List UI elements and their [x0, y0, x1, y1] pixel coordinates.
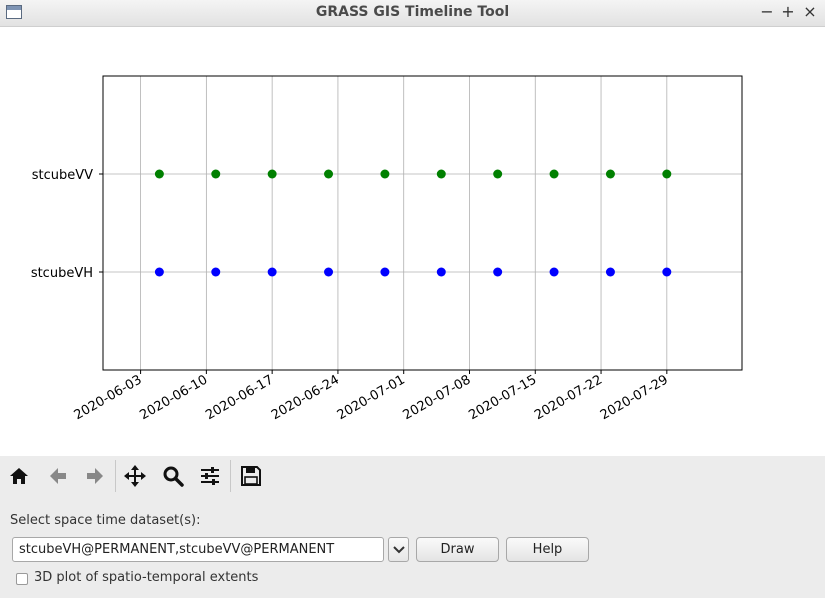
forward-arrow-icon[interactable] [80, 461, 110, 491]
data-point-stcubeVH [493, 267, 503, 277]
chevron-down-icon [392, 545, 405, 553]
x-tick-label: 2020-07-22 [532, 372, 605, 423]
window-title: GRASS GIS Timeline Tool [315, 4, 510, 20]
data-point-stcubeVV [211, 169, 221, 179]
draw-button[interactable]: Draw [416, 537, 499, 562]
data-point-stcubeVH [662, 267, 672, 277]
plot3d-checkbox[interactable] [16, 573, 28, 585]
timeline-chart: 2020-06-032020-06-102020-06-172020-06-24… [31, 75, 743, 423]
dataset-label: Select space time dataset(s): [10, 513, 201, 528]
y-tick-label: stcubeVH [31, 266, 93, 281]
toolbar-separator [230, 460, 231, 492]
x-tick-label: 2020-06-17 [203, 372, 276, 423]
window-icon [6, 5, 22, 19]
x-tick-label: 2020-07-08 [401, 372, 474, 423]
close-button[interactable]: × [803, 2, 817, 21]
pan-icon[interactable] [120, 461, 150, 491]
data-point-stcubeVH [436, 267, 446, 277]
dataset-dropdown-button[interactable] [388, 537, 409, 562]
x-tick-label: 2020-07-01 [335, 372, 408, 423]
home-icon[interactable] [4, 461, 34, 491]
data-point-stcubeVH [267, 267, 277, 277]
title-bar: GRASS GIS Timeline Tool − + × [0, 0, 825, 27]
x-tick-label: 2020-06-03 [72, 372, 145, 423]
zoom-icon[interactable] [158, 461, 188, 491]
toolbar-separator [115, 460, 116, 492]
data-point-stcubeVV [324, 169, 334, 179]
data-point-stcubeVV [267, 169, 277, 179]
data-point-stcubeVH [154, 267, 164, 277]
x-tick-label: 2020-06-10 [137, 372, 210, 423]
dataset-input[interactable]: stcubeVH@PERMANENT,stcubeVV@PERMANENT [12, 537, 384, 562]
axes-frame [102, 75, 743, 371]
data-point-stcubeVV [154, 169, 164, 179]
data-point-stcubeVH [549, 267, 559, 277]
data-point-stcubeVH [324, 267, 334, 277]
y-tick-label: stcubeVV [32, 168, 93, 183]
x-tick-label: 2020-07-15 [466, 372, 539, 423]
help-button[interactable]: Help [506, 537, 589, 562]
x-tick-label: 2020-07-29 [598, 372, 671, 423]
navigation-toolbar [0, 456, 825, 498]
configure-subplots-icon[interactable] [195, 461, 225, 491]
back-arrow-icon[interactable] [43, 461, 73, 491]
data-point-stcubeVV [549, 169, 559, 179]
data-point-stcubeVH [211, 267, 221, 277]
plot3d-label: 3D plot of spatio-temporal extents [34, 570, 259, 585]
data-point-stcubeVV [493, 169, 503, 179]
data-point-stcubeVV [380, 169, 390, 179]
data-point-stcubeVH [605, 267, 615, 277]
x-tick-label: 2020-06-24 [269, 372, 342, 423]
maximize-button[interactable]: + [781, 2, 795, 21]
data-point-stcubeVV [605, 169, 615, 179]
plot-canvas[interactable]: 2020-06-03 2020-06-10 2020-06-17 2020-06-24… [0, 27, 825, 456]
data-point-stcubeVV [662, 169, 672, 179]
data-point-stcubeVV [436, 169, 446, 179]
data-point-stcubeVH [380, 267, 390, 277]
save-icon[interactable] [236, 461, 266, 491]
minimize-button[interactable]: − [760, 2, 774, 21]
